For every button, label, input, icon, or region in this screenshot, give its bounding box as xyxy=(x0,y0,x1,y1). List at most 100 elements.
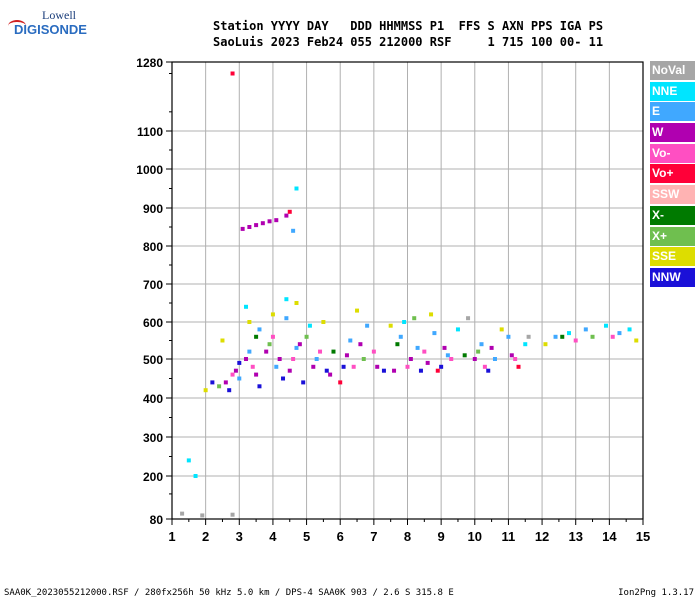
data-point-e xyxy=(617,331,622,336)
data-point-vo- xyxy=(351,364,356,369)
data-point-e xyxy=(291,228,296,233)
data-point-x- xyxy=(395,342,400,347)
data-point-vo- xyxy=(435,368,440,373)
data-point-e xyxy=(553,334,558,339)
x-tick-label: 7 xyxy=(370,529,377,544)
plot-frame xyxy=(171,61,644,520)
data-point-nnw xyxy=(439,364,444,369)
x-tick-label: 12 xyxy=(535,529,549,544)
data-point-w xyxy=(425,360,430,365)
data-point-w xyxy=(392,368,397,373)
data-point-nne xyxy=(455,327,460,332)
data-point-x- xyxy=(476,349,481,354)
data-point-nnw xyxy=(281,376,286,381)
data-point-x- xyxy=(412,316,417,321)
data-point-vo- xyxy=(291,357,296,361)
data-point-vo- xyxy=(287,209,292,214)
data-point-e xyxy=(237,376,242,381)
logo-lowell-text: Lowell xyxy=(42,8,76,22)
data-point-sse xyxy=(321,320,326,324)
data-point-vo- xyxy=(482,364,487,369)
data-point-w xyxy=(311,364,316,369)
data-point-w xyxy=(442,345,447,350)
data-point-nne xyxy=(294,186,299,191)
y-tick-label: 900 xyxy=(143,202,163,216)
y-tick-label: 1100 xyxy=(137,125,163,139)
data-point-e xyxy=(247,349,252,354)
data-point-w xyxy=(264,349,269,354)
data-point-w xyxy=(472,357,477,361)
legend-item-noval: NoVal xyxy=(650,61,695,80)
data-point-vo- xyxy=(371,349,376,354)
data-point-w xyxy=(254,223,259,228)
data-point-x- xyxy=(462,353,467,358)
y-tick-label: 800 xyxy=(143,240,163,254)
x-tick-label: 10 xyxy=(468,529,482,544)
data-point-sse xyxy=(355,308,360,313)
data-point-w xyxy=(358,342,363,347)
x-tick-label: 15 xyxy=(636,529,650,544)
digisonde-logo: Lowell DIGISONDE xyxy=(6,8,87,48)
data-point-noval xyxy=(180,511,185,516)
data-point-w xyxy=(375,364,380,369)
data-point-sse xyxy=(247,320,252,324)
y-tick-label: 300 xyxy=(143,431,163,445)
header-line-1: Station YYYY DAY DDD HHMMSS P1 FFS S AXN… xyxy=(213,19,604,33)
data-point-x- xyxy=(217,384,222,389)
data-point-sse xyxy=(220,338,225,343)
data-point-sse xyxy=(270,312,275,317)
data-point-w xyxy=(233,368,238,373)
x-tick-label: 1 xyxy=(168,529,175,544)
data-point-w xyxy=(260,221,265,226)
station-header: Station YYYY DAY DDD HHMMSS P1 FFS S AXN… xyxy=(213,18,603,50)
data-point-nnw xyxy=(210,380,215,385)
data-point-nne xyxy=(193,474,198,478)
data-point-w xyxy=(267,219,272,224)
data-point-nnw xyxy=(257,384,262,389)
y-tick-label: 80 xyxy=(150,513,164,527)
data-point-w xyxy=(287,368,292,373)
data-point-nne xyxy=(186,458,191,463)
data-point-w xyxy=(297,342,302,347)
data-point-x- xyxy=(560,334,565,339)
y-tick-label: 200 xyxy=(143,470,163,484)
data-point-sse xyxy=(499,327,504,332)
y-tick-label: 1000 xyxy=(136,163,163,177)
y-tick-label: 600 xyxy=(143,316,163,330)
data-point-x- xyxy=(590,334,595,339)
data-point-nne xyxy=(627,327,632,332)
y-tick-label: 1280 xyxy=(136,56,163,70)
data-point-vo- xyxy=(513,357,518,361)
data-point-x- xyxy=(304,334,309,339)
chart-points xyxy=(180,71,639,518)
data-point-noval xyxy=(526,334,531,339)
legend-item-nne: NNE xyxy=(650,81,695,101)
data-point-sse xyxy=(543,342,548,347)
logo-digisonde-text: DIGISONDE xyxy=(14,22,87,37)
logo-swoosh-icon xyxy=(8,20,26,32)
data-point-vo- xyxy=(338,380,343,385)
x-tick-label: 9 xyxy=(438,529,445,544)
data-point-w xyxy=(223,380,228,385)
data-point-w xyxy=(344,353,349,358)
data-point-w xyxy=(240,226,245,231)
data-point-noval xyxy=(200,513,205,518)
y-tick-label: 500 xyxy=(143,353,163,367)
data-point-vo- xyxy=(610,334,615,339)
data-point-x- xyxy=(361,357,366,361)
data-point-noval xyxy=(230,512,235,517)
data-point-w xyxy=(244,357,249,361)
footer-file-info: SAA0K_2023055212000.RSF / 280fx256h 50 k… xyxy=(4,588,454,598)
x-tick-label: 3 xyxy=(236,529,243,544)
data-point-nne xyxy=(566,331,571,336)
y-tick-label: 700 xyxy=(143,278,163,292)
legend-item-sse: SSE xyxy=(650,247,695,267)
data-point-x- xyxy=(267,342,272,347)
data-point-nne xyxy=(523,342,528,347)
data-point-x- xyxy=(254,334,259,339)
y-tick-label: 400 xyxy=(143,392,163,406)
legend-item-x-: X- xyxy=(650,205,695,225)
data-point-vo- xyxy=(250,364,255,369)
x-tick-label: 8 xyxy=(404,529,411,544)
